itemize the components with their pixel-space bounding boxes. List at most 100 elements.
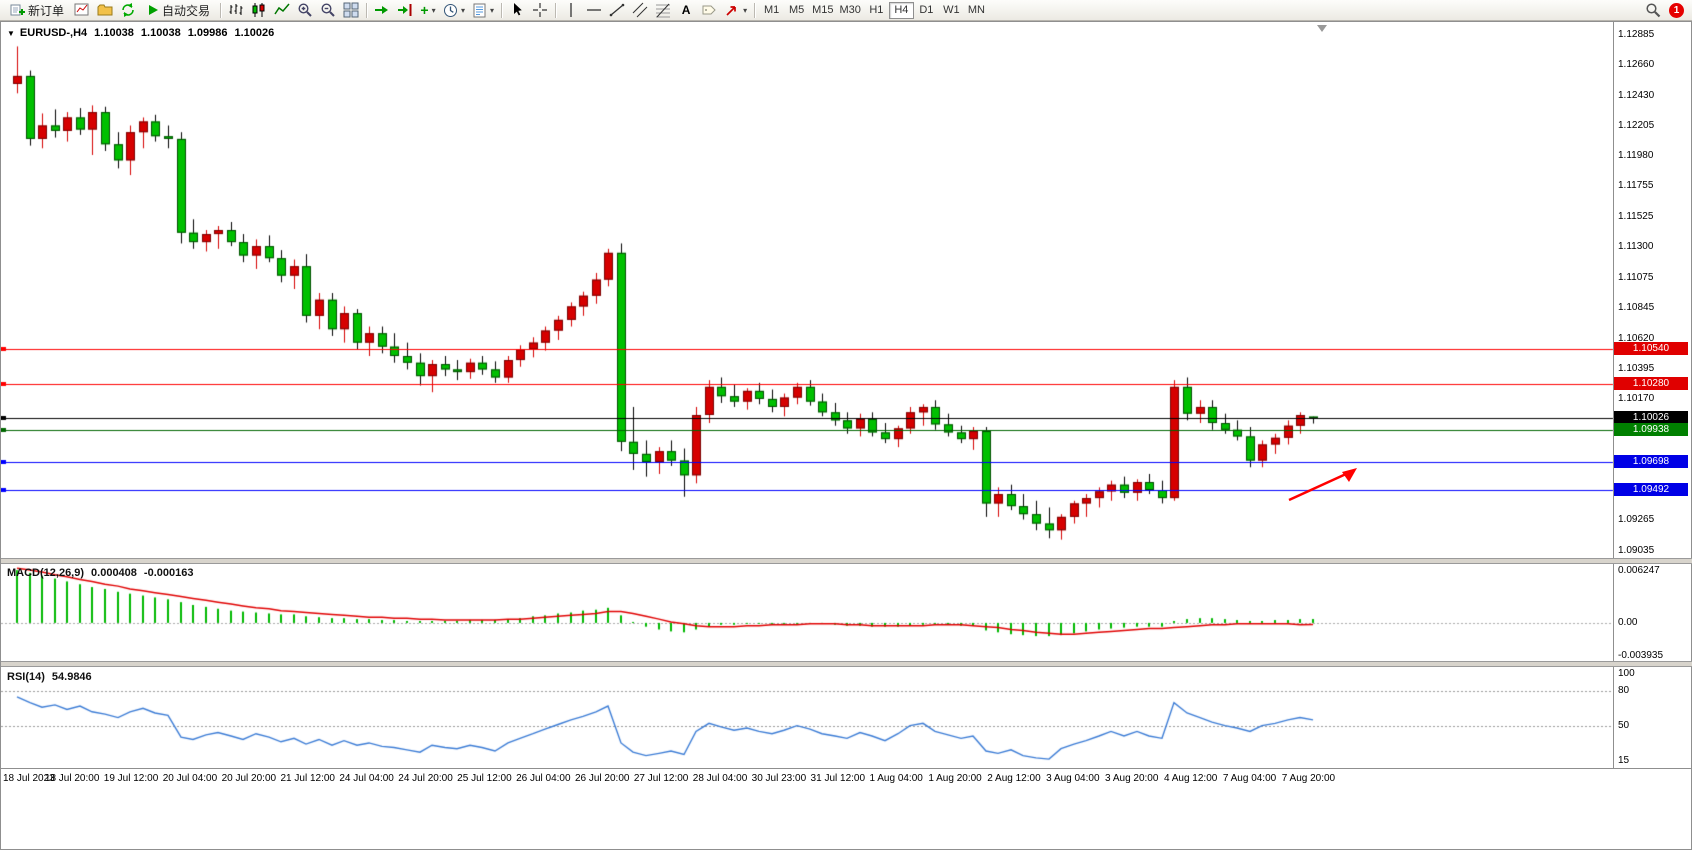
timeframe-m15[interactable]: M15 <box>812 4 834 16</box>
chevron-down-icon: ▾ <box>490 5 495 15</box>
price-axis-label: 1.12430 <box>1618 90 1655 101</box>
periods-button[interactable]: ▾ <box>440 1 468 19</box>
time-axis-label: 28 Jul 04:00 <box>692 773 748 784</box>
profiles-folder-icon <box>97 2 113 18</box>
price-tag: 1.10540 <box>1614 342 1688 355</box>
timeframe-mn[interactable]: MN <box>967 4 985 16</box>
crosshair-button[interactable] <box>529 1 551 19</box>
text-tool-button[interactable]: A <box>675 1 697 19</box>
fibonacci-tool-button[interactable] <box>652 1 674 19</box>
crosshair-icon <box>532 2 548 18</box>
timeframe-h4[interactable]: H4 <box>888 1 914 19</box>
price-axis-label: 1.10620 <box>1618 333 1655 344</box>
chart-shift-marker[interactable] <box>1317 25 1327 32</box>
toolbar-right-tools: 1 <box>1642 1 1688 19</box>
autotrading-button[interactable]: 自动交易 <box>140 1 216 19</box>
timeframe-m30[interactable]: M30 <box>839 4 861 16</box>
price-axis-label: 1.11525 <box>1618 211 1654 222</box>
time-axis-label: 24 Jul 20:00 <box>398 773 453 784</box>
macd-axis-label: 0.006247 <box>1618 565 1660 576</box>
trendline-icon <box>609 2 625 18</box>
ohlc-bars-icon <box>228 2 244 18</box>
chart-header: ▼ EURUSD-,H4 1.10038 1.10038 1.09986 1.1… <box>7 27 274 39</box>
trendline-tool-button[interactable] <box>606 1 628 19</box>
time-axis-label: 1 Aug 04:00 <box>869 773 923 784</box>
rsi-axis-label: 50 <box>1618 720 1630 731</box>
new-order-label: 新订单 <box>28 3 65 18</box>
profiles-button[interactable] <box>94 1 116 19</box>
macd-pane-splitter[interactable] <box>1 558 1692 564</box>
toolbar-separator <box>501 2 503 18</box>
collapse-triangle-icon[interactable]: ▼ <box>7 28 15 38</box>
horizontal-line-tool-button[interactable] <box>583 1 605 19</box>
macd-signal-value: -0.000163 <box>143 567 194 579</box>
autoscroll-button[interactable] <box>371 1 393 19</box>
zoom-in-button[interactable] <box>294 1 316 19</box>
trend-arrow-annotation[interactable] <box>1 22 1692 851</box>
time-axis-label: 7 Aug 20:00 <box>1281 773 1336 784</box>
zoom-out-button[interactable] <box>317 1 339 19</box>
symbol-period-label: EURUSD-,H4 <box>19 27 88 39</box>
rsi-axis-label: 100 <box>1618 668 1635 679</box>
candlestick-icon <box>251 2 267 18</box>
notification-badge[interactable]: 1 <box>1669 2 1684 18</box>
price-axis-label: 1.11755 <box>1618 180 1654 191</box>
time-axis-label: 19 Jul 12:00 <box>103 773 159 784</box>
rsi-pane-splitter[interactable] <box>1 661 1692 667</box>
indicators-button[interactable]: + ▾ <box>417 1 439 19</box>
candlestick-mode-button[interactable] <box>248 1 270 19</box>
new-chart-icon <box>74 2 90 18</box>
price-axis-label: 1.12660 <box>1618 59 1655 70</box>
timeframe-h1[interactable]: H1 <box>869 4 884 16</box>
timeframe-m1[interactable]: M1 <box>763 4 780 16</box>
timeframe-d1[interactable]: D1 <box>919 4 934 16</box>
time-axis-label: 27 Jul 12:00 <box>633 773 689 784</box>
line-chart-icon <box>274 2 290 18</box>
tile-windows-icon <box>343 2 359 18</box>
arrows-tool-button[interactable]: ▾ <box>721 1 750 19</box>
ohlc-bars-button[interactable] <box>225 1 247 19</box>
equidistant-channel-tool-button[interactable] <box>629 1 651 19</box>
timeframe-w1[interactable]: W1 <box>943 4 960 16</box>
rsi-name: RSI(14) <box>7 671 45 683</box>
price-tag: 1.09698 <box>1614 455 1688 468</box>
macd-axis-label: -0.003935 <box>1618 650 1664 661</box>
time-axis-label: 24 Jul 04:00 <box>339 773 394 784</box>
price-axis-label: 1.11300 <box>1618 241 1654 252</box>
price-axis-label: 1.10170 <box>1618 393 1655 404</box>
toolbar: 新订单 自动交易 + ▾ ▾ ▾ A ▾ M1 M5 M15 M30 H1 H4 D1 W1 MN… <box>0 0 1692 21</box>
chart-shift-button[interactable] <box>394 1 416 19</box>
high-value: 1.10038 <box>140 27 181 39</box>
macd-main-value: 0.000408 <box>91 567 137 579</box>
new-order-button[interactable]: 新订单 <box>4 1 70 19</box>
search-button[interactable] <box>1642 1 1664 19</box>
text-icon: A <box>681 3 691 17</box>
price-tag: 1.09938 <box>1614 423 1688 436</box>
new-chart-button[interactable] <box>71 1 93 19</box>
chart-canvas[interactable] <box>1 22 1692 851</box>
time-axis-label: 4 Aug 12:00 <box>1163 773 1218 784</box>
chart-shift-icon <box>397 2 413 18</box>
tile-windows-button[interactable] <box>340 1 362 19</box>
text-label-tool-button[interactable] <box>698 1 720 19</box>
rsi-value: 54.9846 <box>51 671 92 683</box>
refresh-button[interactable] <box>117 1 139 19</box>
macd-axis-label: 0.00 <box>1618 617 1638 628</box>
cursor-button[interactable] <box>506 1 528 19</box>
vertical-line-tool-button[interactable] <box>560 1 582 19</box>
low-value: 1.09986 <box>187 27 228 39</box>
price-axis-label: 1.11075 <box>1618 272 1654 283</box>
macd-label: MACD(12,26,9) 0.000408 -0.000163 <box>7 567 193 579</box>
autotrading-play-icon <box>146 3 160 17</box>
timeframe-m5[interactable]: M5 <box>788 4 805 16</box>
price-axis-label: 1.10395 <box>1618 363 1655 374</box>
toolbar-separator <box>754 2 756 18</box>
chevron-down-icon: ▾ <box>461 5 466 15</box>
timeframe-toolbar: M1 M5 M15 M30 H1 H4 D1 W1 MN <box>759 1 989 19</box>
line-chart-button[interactable] <box>271 1 293 19</box>
time-axis-label: 1 Aug 20:00 <box>928 773 982 784</box>
templates-button[interactable]: ▾ <box>469 1 497 19</box>
price-axis-label: 1.11980 <box>1618 150 1654 161</box>
fibonacci-icon <box>655 2 671 18</box>
toolbar-separator <box>220 2 222 18</box>
